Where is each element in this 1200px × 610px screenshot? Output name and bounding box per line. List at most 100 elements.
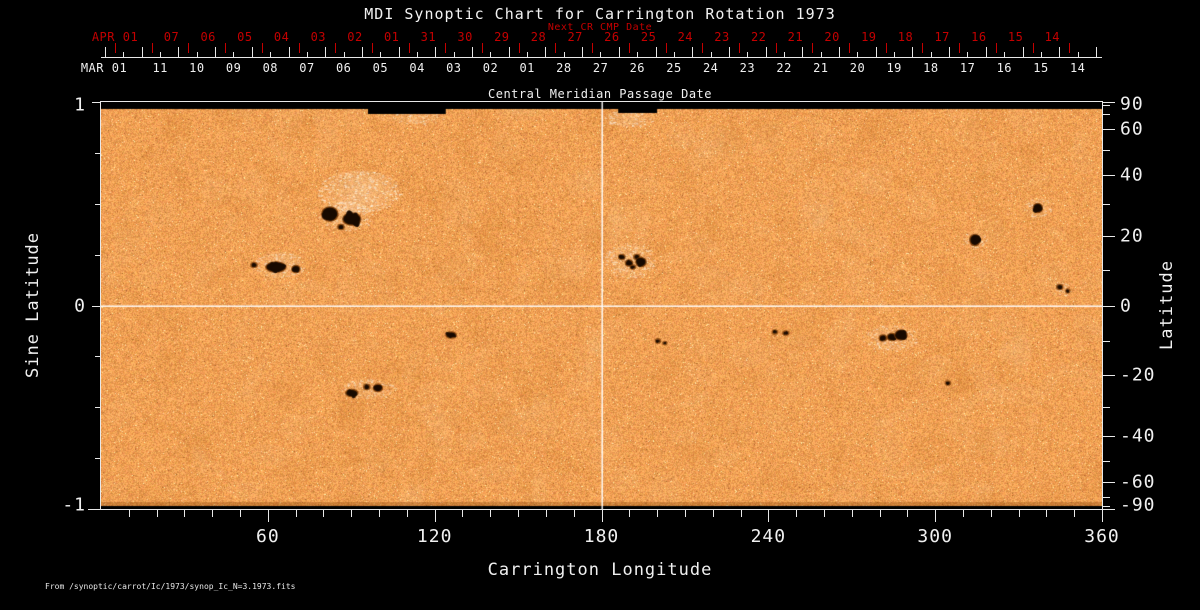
red-day-tick xyxy=(665,43,667,53)
cmp-day-tick xyxy=(508,47,510,57)
cmp-halfday-tick xyxy=(820,52,822,57)
cmp-day-label: 06 xyxy=(335,61,352,75)
red-day-label: 30 xyxy=(457,30,473,44)
cmp-day-tick xyxy=(839,47,840,57)
cmp-day-label: 11 xyxy=(152,61,168,75)
cmp-day-tick xyxy=(1059,47,1061,57)
longitude-tick xyxy=(657,510,659,517)
cmp-halfday-tick xyxy=(783,52,785,57)
cmp-day-label: 21 xyxy=(813,61,829,75)
cmp-day-tick xyxy=(765,47,767,57)
longitude-tick xyxy=(490,510,492,517)
cmp-day-label: 27 xyxy=(592,61,609,75)
longitude-tick xyxy=(1046,510,1048,517)
latitude-tick xyxy=(1103,509,1115,510)
red-day-tick xyxy=(702,43,704,53)
cmp-day-label: 02 xyxy=(482,61,499,75)
cmp-day-label: 15 xyxy=(1033,61,1049,75)
longitude-tick xyxy=(712,510,714,517)
longitude-tick xyxy=(740,510,742,517)
cmp-day-label: 14 xyxy=(1069,61,1086,75)
cmp-halfday-tick xyxy=(270,52,272,57)
red-day-label: 15 xyxy=(1007,30,1024,44)
longitude-tick xyxy=(267,510,269,522)
cmp-day-label: 23 xyxy=(739,61,756,75)
cmp-halfday-tick xyxy=(894,52,896,57)
longitude-tick xyxy=(128,510,130,517)
cmp-day-label: 05 xyxy=(372,61,389,75)
latitude-tick xyxy=(1103,305,1115,307)
red-day-label: 22 xyxy=(750,30,767,44)
longitude-tick xyxy=(907,510,909,517)
cmp-halfday-tick xyxy=(857,52,859,57)
red-day-label: 28 xyxy=(530,30,547,44)
cmp-day-tick xyxy=(655,47,657,57)
latitude-tick-label: 60 xyxy=(1120,118,1144,140)
red-day-tick xyxy=(592,43,594,53)
red-day-label: 23 xyxy=(714,30,730,44)
cmp-halfday-tick xyxy=(967,52,969,57)
longitude-tick-label: 360 xyxy=(1084,526,1120,547)
cmp-halfday-tick xyxy=(673,52,675,57)
red-day-tick xyxy=(738,43,740,53)
cmp-day-tick xyxy=(949,47,951,57)
cmp-day-tick xyxy=(728,47,730,57)
longitude-tick xyxy=(879,510,881,517)
cmp-halfday-tick xyxy=(123,52,125,57)
longitude-tick xyxy=(629,510,631,517)
longitude-tick xyxy=(212,510,214,517)
sine-latitude-tick-label: 1 xyxy=(74,94,86,116)
cmp-day-label: 18 xyxy=(923,61,939,75)
latitude-tick xyxy=(1103,102,1115,103)
red-day-tick xyxy=(775,43,777,53)
white-month-label: MAR 01 xyxy=(80,61,128,75)
red-day-label: 01 xyxy=(383,30,400,44)
cmp-halfday-tick xyxy=(600,52,602,57)
cmp-halfday-tick xyxy=(710,52,712,57)
latitude-tick-label: 0 xyxy=(1120,295,1132,316)
cmp-day-label: 16 xyxy=(996,61,1013,75)
red-day-tick xyxy=(371,43,373,53)
cmp-day-label: 03 xyxy=(446,61,462,75)
longitude-tick xyxy=(518,510,520,517)
cmp-halfday-tick xyxy=(233,52,235,57)
sine-latitude-tick xyxy=(95,458,101,460)
longitude-tick xyxy=(323,510,325,517)
cmp-halfday-tick xyxy=(160,52,162,57)
cmp-halfday-tick xyxy=(1077,52,1079,57)
red-day-tick xyxy=(445,43,447,53)
cmp-halfday-tick xyxy=(306,52,308,57)
longitude-tick xyxy=(1074,510,1076,517)
red-month-label: APR 01 xyxy=(91,30,139,44)
cmp-day-tick xyxy=(361,47,363,57)
red-day-label: 27 xyxy=(567,30,583,44)
left-axis-title: Sine Latitude xyxy=(23,231,43,379)
red-day-label: 20 xyxy=(824,30,840,44)
sine-latitude-tick xyxy=(95,407,101,409)
cmp-halfday-tick xyxy=(527,52,529,57)
latitude-tick xyxy=(1103,407,1110,409)
latitude-tick-label: -60 xyxy=(1120,471,1156,493)
cmp-day-tick xyxy=(398,47,400,57)
cmp-day-tick xyxy=(325,47,327,57)
cmp-day-tick xyxy=(472,47,473,57)
red-day-tick xyxy=(922,43,924,53)
red-day-label: 04 xyxy=(273,30,290,44)
latitude-tick xyxy=(1103,149,1110,151)
cmp-day-label: 22 xyxy=(776,61,792,75)
cmp-halfday-tick xyxy=(930,52,932,57)
longitude-tick xyxy=(962,510,964,517)
cmp-halfday-tick xyxy=(1040,52,1042,57)
cmp-halfday-tick xyxy=(637,52,639,57)
latitude-tick xyxy=(1103,129,1115,131)
cmp-day-tick xyxy=(802,47,804,57)
sine-latitude-tick xyxy=(92,102,101,103)
source-path: From /synoptic/carrot/Ic/1973/synop_Ic_N… xyxy=(45,582,296,591)
cmp-day-label: 19 xyxy=(886,61,902,75)
plot-area xyxy=(100,101,1103,510)
red-day-label: 17 xyxy=(934,30,950,44)
cmp-halfday-tick xyxy=(747,52,749,57)
red-day-label: 05 xyxy=(237,30,253,44)
sine-latitude-tick xyxy=(92,305,101,307)
